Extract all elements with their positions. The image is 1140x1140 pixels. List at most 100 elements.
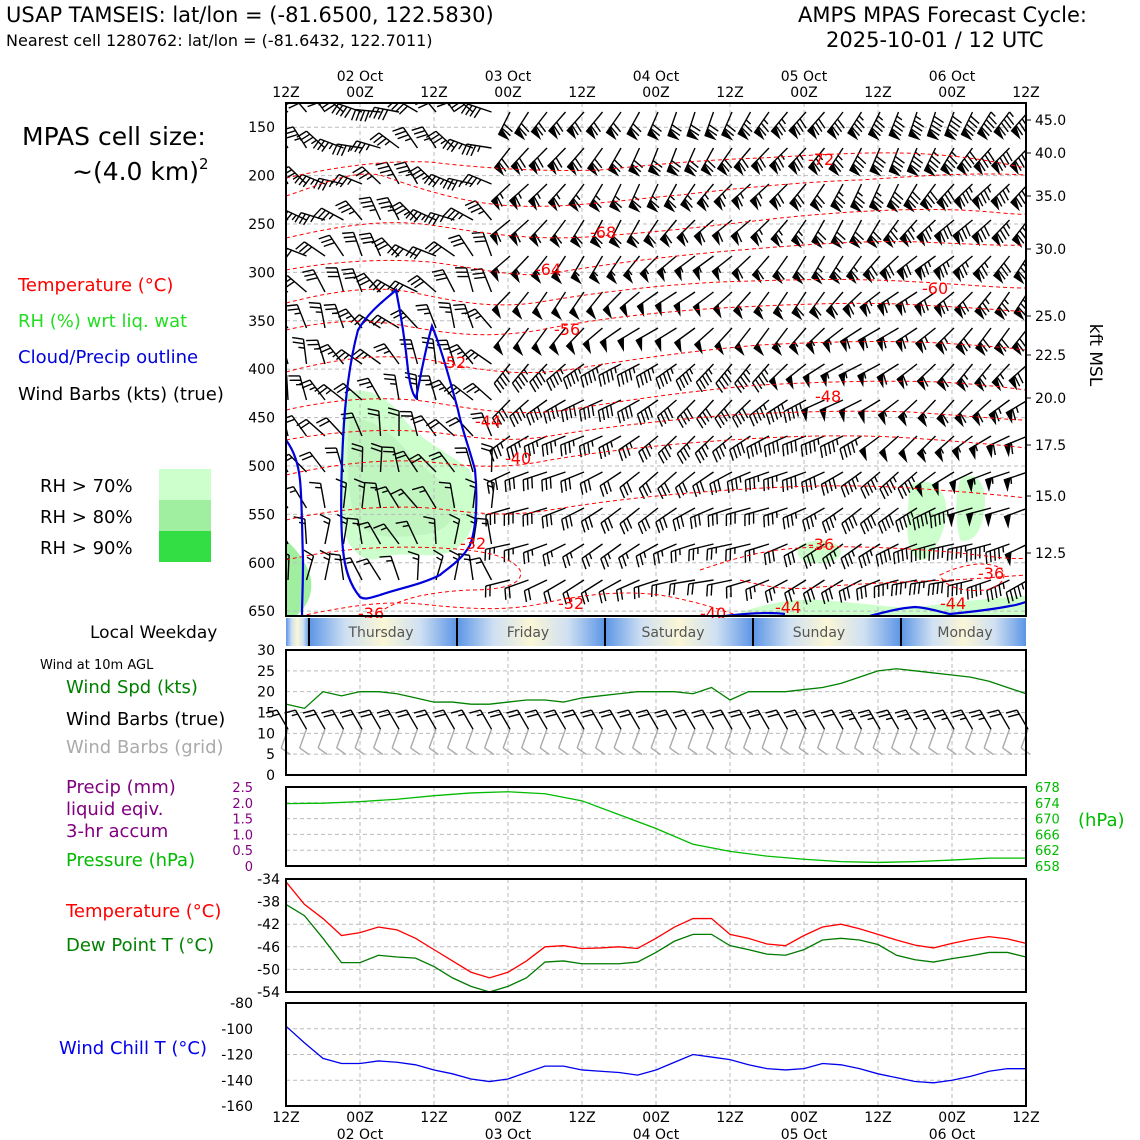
true-wind-barb <box>395 709 419 730</box>
barb-feather <box>957 231 964 243</box>
barb-staff <box>305 418 326 437</box>
barb-feather <box>655 378 661 390</box>
barb-flag <box>772 306 784 321</box>
barb-feather <box>832 477 837 489</box>
weekday-segment <box>901 618 1026 646</box>
barb-feather <box>645 482 652 494</box>
barb-feather <box>856 119 865 129</box>
barb-feather <box>1018 121 1026 133</box>
barb-feather <box>979 305 987 316</box>
barb-feather <box>917 582 921 594</box>
barb-flag <box>916 375 926 391</box>
barb-feather <box>994 586 998 599</box>
wind-barb <box>579 471 603 495</box>
barb-feather <box>411 456 422 464</box>
barb-half-feather <box>310 216 315 223</box>
barb-feather <box>652 553 656 566</box>
barb-feather <box>933 115 944 124</box>
barb-flag <box>951 446 960 462</box>
barb-feather <box>790 477 793 489</box>
pressure-tick: 400 <box>248 362 275 378</box>
barb-feather <box>940 340 948 351</box>
barb-feather <box>802 520 807 532</box>
wind-barb <box>618 543 640 569</box>
height-tick: 30.0 <box>1035 242 1066 258</box>
barb-feather <box>367 412 380 417</box>
barb-half-feather <box>810 340 816 347</box>
barb-half-feather <box>588 552 593 560</box>
barb-half-feather <box>476 179 482 185</box>
height-axis-label: kft MSL <box>1085 324 1105 387</box>
wind-barb <box>807 147 826 176</box>
wind-barb <box>636 291 659 318</box>
barb-flag <box>993 341 1005 357</box>
barb-feather <box>830 305 839 316</box>
barb-feather <box>793 197 802 208</box>
barb-feather <box>496 195 503 207</box>
barb-half-feather <box>421 214 427 221</box>
barb-half-feather <box>922 448 927 455</box>
barb-feather <box>736 444 742 456</box>
barb-feather <box>685 371 692 383</box>
barb-staff <box>390 556 400 581</box>
barb-feather <box>872 199 882 209</box>
barb-feather <box>352 166 363 174</box>
barb-staff <box>442 269 456 293</box>
wind-barb <box>842 291 862 319</box>
true-wind-barb <box>487 709 511 730</box>
barb-feather <box>635 556 640 568</box>
barb-feather <box>778 121 787 133</box>
barb-half-feather <box>456 350 464 355</box>
wind-barb <box>512 327 530 357</box>
weekday-segment <box>605 618 753 646</box>
wind-barb <box>561 507 585 531</box>
barb-feather <box>376 709 389 714</box>
barb-flag <box>822 338 831 354</box>
barb-staff <box>309 451 326 473</box>
barb-feather <box>866 517 873 529</box>
wind-barb <box>896 255 918 282</box>
barb-feather <box>915 713 927 718</box>
barb-half-feather <box>915 115 922 121</box>
barb-feather <box>989 550 992 563</box>
barb-feather <box>568 406 573 419</box>
barb-half-feather <box>423 137 431 141</box>
barb-feather <box>579 483 584 495</box>
barb-feather <box>286 304 298 307</box>
barb-flag <box>673 266 682 282</box>
barb-feather <box>1011 408 1017 421</box>
barb-flag <box>986 443 994 459</box>
barb-flag <box>923 163 936 177</box>
barb-half-feather <box>844 372 848 379</box>
true-wind-barb <box>987 709 1011 730</box>
barb-feather <box>834 235 844 245</box>
barb-feather <box>888 514 895 526</box>
barb-feather <box>666 370 672 382</box>
barb-feather <box>759 406 766 418</box>
barb-feather <box>928 549 931 561</box>
temp-label: -48 <box>815 387 841 406</box>
barb-feather <box>948 124 959 132</box>
barb-feather <box>339 177 348 188</box>
wind-barb <box>522 543 548 565</box>
barb-half-feather <box>499 192 504 199</box>
barb-feather <box>658 519 664 531</box>
barb-flag <box>949 479 957 495</box>
wind-barb <box>974 291 992 320</box>
barb-feather <box>783 411 788 423</box>
barb-feather <box>637 586 640 598</box>
wind-y-tick: 25 <box>257 664 275 680</box>
temp-label: -60 <box>922 279 948 298</box>
barb-half-feather <box>858 115 864 121</box>
barb-feather <box>450 211 460 222</box>
barb-flag <box>1003 441 1012 458</box>
barb-feather <box>299 747 310 756</box>
barb-half-feather <box>941 717 948 721</box>
barb-feather <box>394 130 407 136</box>
top-time-tick: 12Z <box>568 85 595 101</box>
barb-flag <box>606 270 618 285</box>
barb-feather <box>947 128 958 137</box>
barb-feather <box>696 418 704 429</box>
wind-barb <box>895 291 918 317</box>
